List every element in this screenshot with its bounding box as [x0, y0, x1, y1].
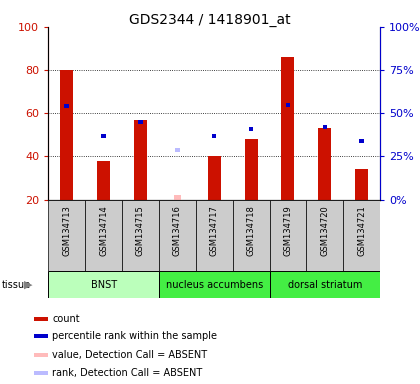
- Text: dorsal striatum: dorsal striatum: [288, 280, 362, 290]
- Bar: [360, 139, 364, 143]
- Text: percentile rank within the sample: percentile rank within the sample: [52, 331, 217, 341]
- Text: GSM134720: GSM134720: [320, 205, 329, 256]
- Text: rank, Detection Call = ABSENT: rank, Detection Call = ABSENT: [52, 368, 202, 378]
- Bar: [249, 127, 253, 131]
- Text: GSM134713: GSM134713: [62, 205, 71, 256]
- Bar: [174, 195, 181, 200]
- Bar: [270, 200, 306, 271]
- Text: value, Detection Call = ABSENT: value, Detection Call = ABSENT: [52, 350, 207, 360]
- Bar: [65, 104, 69, 108]
- Bar: [134, 120, 147, 200]
- Bar: [159, 200, 196, 271]
- Text: GSM134717: GSM134717: [210, 205, 219, 256]
- Bar: [233, 200, 270, 271]
- Bar: [97, 161, 110, 200]
- Text: BNST: BNST: [91, 280, 117, 290]
- Bar: [48, 200, 85, 271]
- Bar: [196, 200, 233, 271]
- Bar: [60, 70, 73, 200]
- Bar: [175, 147, 180, 152]
- Bar: [355, 169, 368, 200]
- Bar: [306, 200, 343, 271]
- Bar: [244, 139, 257, 200]
- Text: ▶: ▶: [24, 280, 33, 290]
- Bar: [122, 200, 159, 271]
- Bar: [85, 200, 122, 271]
- Bar: [208, 157, 221, 200]
- Bar: [34, 334, 48, 339]
- Text: GSM134714: GSM134714: [99, 205, 108, 256]
- Text: GSM134716: GSM134716: [173, 205, 182, 256]
- Bar: [138, 120, 143, 124]
- Bar: [318, 128, 331, 200]
- Bar: [323, 125, 327, 129]
- Text: GSM134715: GSM134715: [136, 205, 145, 256]
- Bar: [34, 316, 48, 321]
- Bar: [101, 134, 106, 138]
- Text: GDS2344 / 1418901_at: GDS2344 / 1418901_at: [129, 13, 291, 27]
- Text: GSM134719: GSM134719: [284, 205, 292, 256]
- Bar: [270, 271, 380, 298]
- Bar: [48, 271, 159, 298]
- Bar: [281, 57, 294, 200]
- Bar: [212, 134, 216, 138]
- Bar: [286, 103, 290, 107]
- Text: nucleus accumbens: nucleus accumbens: [165, 280, 263, 290]
- Text: GSM134721: GSM134721: [357, 205, 366, 256]
- Bar: [34, 371, 48, 376]
- Text: tissue: tissue: [2, 280, 31, 290]
- Bar: [343, 200, 380, 271]
- Text: count: count: [52, 314, 80, 324]
- Bar: [159, 271, 270, 298]
- Bar: [34, 353, 48, 357]
- Text: GSM134718: GSM134718: [247, 205, 255, 256]
